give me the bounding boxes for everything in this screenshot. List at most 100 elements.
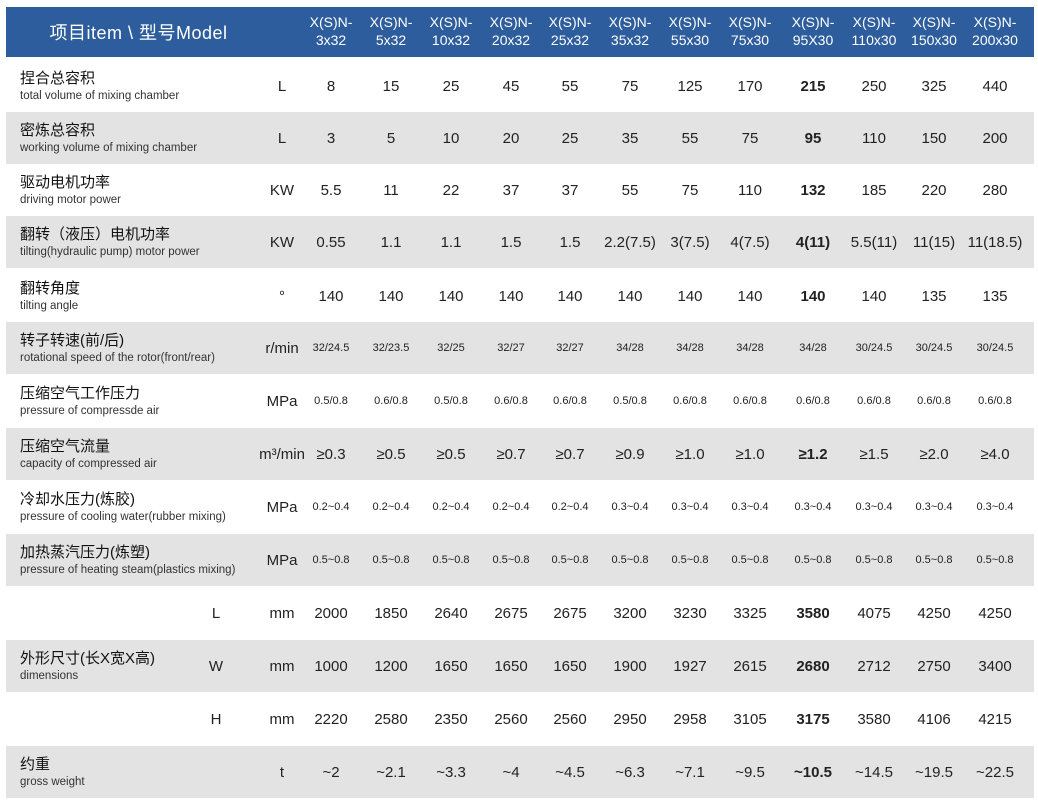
row-label-en: tilting angle: [20, 299, 79, 312]
model-series: X(S)N-: [548, 14, 592, 30]
value-cell: 325: [921, 77, 947, 95]
value-cell: 0.6/0.8: [733, 395, 767, 407]
value-cell: 0.5~0.8: [492, 554, 530, 566]
value-cell: 1200: [374, 657, 408, 675]
row-label-en: working volume of mixing chamber: [20, 141, 198, 154]
value-cell: 4075: [857, 604, 891, 622]
value-cell: 2675: [553, 604, 587, 622]
model-header-8: X(S)N- 95X30: [783, 13, 843, 49]
value-cell: 0.5~0.8: [611, 554, 649, 566]
value-cell: 25: [442, 77, 460, 95]
unit-cell: °: [279, 287, 285, 305]
value-cell: 140: [498, 287, 524, 305]
table-row: 冷却水压力(炼胶) pressure of cooling water(rubbe…: [6, 481, 1034, 533]
row-label-en: total volume of mixing chamber: [20, 89, 180, 102]
value-cell: 34/28: [616, 342, 644, 354]
value-cell: 132: [800, 181, 826, 199]
row-label-en: pressure of cooling water(rubber mixing): [20, 510, 226, 523]
value-cell: 30/24.5: [855, 342, 893, 354]
value-cell: 0.5~0.8: [551, 554, 589, 566]
value-cell: 0.2~0.4: [551, 501, 589, 513]
value-cell: 3175: [796, 710, 830, 728]
value-cell: ≥0.3: [316, 445, 346, 463]
row-label-zh: 捏合总容积: [20, 69, 96, 87]
value-cell: 0.3~0.4: [915, 501, 953, 513]
value-cell: 2560: [494, 710, 528, 728]
value-cell: 2958: [673, 710, 707, 728]
unit-cell: KW: [269, 181, 295, 199]
value-cell: ≥0.5: [436, 445, 466, 463]
value-cell: ≥4.0: [980, 445, 1010, 463]
value-cell: 0.6/0.8: [796, 395, 830, 407]
value-cell: 34/28: [676, 342, 704, 354]
value-cell: 1.1: [380, 233, 402, 251]
value-cell: 3230: [673, 604, 707, 622]
row-label-zh: 翻转（液压）电机功率: [20, 225, 171, 243]
value-cell: 2.2(7.5): [604, 233, 656, 251]
value-cell: 140: [318, 287, 344, 305]
value-cell: 1.5: [500, 233, 522, 251]
value-cell: 3(7.5): [670, 233, 710, 251]
value-cell: 2560: [553, 710, 587, 728]
value-cell: 0.55: [316, 233, 346, 251]
row-label-en: driving motor power: [20, 193, 121, 206]
value-cell: 15: [382, 77, 400, 95]
value-cell: 2615: [733, 657, 767, 675]
value-cell: 55: [561, 77, 579, 95]
value-cell: ~9.5: [735, 763, 765, 781]
value-cell: 4215: [978, 710, 1012, 728]
value-cell: 32/27: [497, 342, 525, 354]
value-cell: 110: [738, 181, 762, 199]
model-series: X(S)N-: [973, 14, 1017, 30]
value-cell: 3200: [613, 604, 647, 622]
value-cell: 140: [557, 287, 583, 305]
value-cell: 4250: [917, 604, 951, 622]
table-row: 翻转角度 tilting angle ° 140 140 140 140 140 140 140 1…: [6, 270, 1034, 322]
model-header-5: X(S)N- 35x32: [600, 13, 660, 49]
value-cell: ~2: [322, 763, 340, 781]
value-cell: 45: [502, 77, 520, 95]
value-cell: 0.2~0.4: [492, 501, 530, 513]
value-cell: 0.5~0.8: [976, 554, 1014, 566]
value-cell: 4106: [917, 710, 951, 728]
value-cell: 140: [617, 287, 643, 305]
value-cell: 1000: [314, 657, 348, 675]
value-cell: 0.5~0.8: [671, 554, 709, 566]
unit-cell: L: [277, 77, 287, 95]
value-cell: 2220: [314, 710, 348, 728]
row-label: 加热蒸汽压力(炼塑) pressure of heating steam(plas…: [20, 534, 235, 586]
value-cell: 0.3~0.4: [611, 501, 649, 513]
value-cell: 3325: [733, 604, 767, 622]
value-cell: 4250: [978, 604, 1012, 622]
value-cell: 30/24.5: [915, 342, 953, 354]
value-cell: ~10.5: [794, 763, 832, 781]
row-label: 外形尺寸(长X宽X高) dimensions: [20, 640, 155, 692]
value-cell: 0.6/0.8: [917, 395, 951, 407]
value-cell: 135: [982, 287, 1008, 305]
table-row: 驱动电机功率 driving motor power KW 5.5 11 22 37 37 55…: [6, 164, 1034, 216]
row-label-en: capacity of compressed air: [20, 457, 157, 470]
unit-cell: m³/min: [259, 445, 305, 463]
value-cell: 34/28: [799, 342, 827, 354]
value-cell: 2675: [494, 604, 528, 622]
value-cell: 75: [621, 77, 639, 95]
model-series: X(S)N-: [728, 14, 772, 30]
value-cell: 1650: [434, 657, 468, 675]
value-cell: 220: [921, 181, 947, 199]
value-cell: 75: [741, 129, 759, 147]
model-header-11: X(S)N- 200x30: [965, 13, 1025, 49]
value-cell: ≥0.9: [615, 445, 645, 463]
value-cell: ≥1.0: [735, 445, 765, 463]
model-size: 200x30: [972, 32, 1018, 48]
row-label: 密炼总容积 working volume of mixing chamber: [20, 112, 197, 164]
table-row: 翻转（液压）电机功率 tilting(hydraulic pump) motor …: [6, 216, 1034, 268]
value-cell: 11(15): [912, 233, 956, 251]
value-cell: ~4.5: [555, 763, 585, 781]
value-cell: 0.2~0.4: [372, 501, 410, 513]
value-cell: ~3.3: [436, 763, 466, 781]
value-cell: 3400: [978, 657, 1012, 675]
row-label-zh: 约重: [20, 755, 51, 773]
value-cell: 11(18.5): [967, 233, 1023, 251]
row-label-en: pressure of heating steam(plastics mixin…: [20, 563, 236, 576]
row-label: 翻转角度 tilting angle: [20, 270, 80, 322]
